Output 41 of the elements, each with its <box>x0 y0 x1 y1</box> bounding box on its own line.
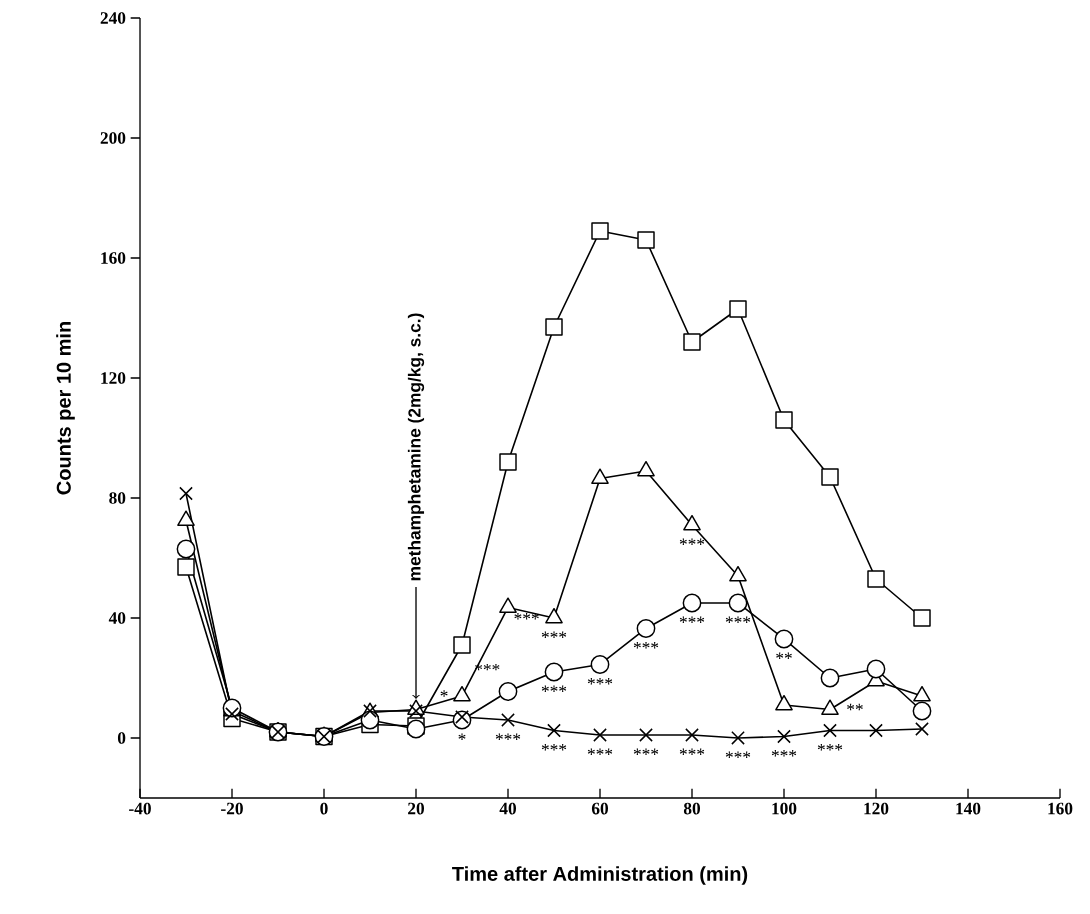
x-axis-title: Time after Administration (min) <box>452 866 748 885</box>
y-tick-label: 80 <box>109 492 126 504</box>
x-tick-label: 80 <box>683 802 701 815</box>
y-tick-label: 240 <box>100 12 126 24</box>
annotation: *** <box>633 748 659 755</box>
x-tick-label: 120 <box>864 802 889 815</box>
y-tick-label: 0 <box>117 732 126 744</box>
x-tick-label: -40 <box>129 802 151 815</box>
annotation: *** <box>725 751 751 758</box>
y-tick-label: 160 <box>101 252 126 264</box>
annotation: *** <box>771 750 797 757</box>
x-tick-label: 100 <box>772 802 797 815</box>
annotation: *** <box>587 678 613 685</box>
annotation: *** <box>679 616 705 623</box>
annotation: *** <box>541 631 567 638</box>
x-tick-label: 160 <box>1048 802 1073 815</box>
annotation: * <box>458 733 466 740</box>
y-tick-label: 40 <box>108 612 126 624</box>
x-tick-label: 0 <box>320 802 328 815</box>
annotation: *** <box>495 733 521 740</box>
annotation: *** <box>514 613 539 620</box>
x-tick-label: 40 <box>499 802 517 815</box>
y-tick-label: 200 <box>100 132 126 144</box>
annotation: *** <box>541 685 567 692</box>
y-axis-title: Counts per 10 min <box>56 322 75 495</box>
x-tick-label: 60 <box>591 802 609 815</box>
annotation: ** <box>847 703 863 711</box>
annotation: *** <box>633 642 659 649</box>
annotation: *** <box>679 748 705 755</box>
annotation: * <box>440 690 448 697</box>
annotation: *** <box>541 744 567 751</box>
x-tick-label: 140 <box>956 802 981 815</box>
annotation: *** <box>587 748 613 755</box>
annotation: ** <box>776 652 792 659</box>
annotation: methamphetamine (2mg/kg, s.c.) <box>407 313 425 581</box>
annotation: *** <box>679 538 705 545</box>
y-tick-label: 120 <box>101 372 126 384</box>
annotation: *** <box>817 744 843 751</box>
annotation: *** <box>725 616 751 623</box>
x-tick-label: 20 <box>408 802 425 815</box>
x-tick-label: -20 <box>221 802 243 815</box>
